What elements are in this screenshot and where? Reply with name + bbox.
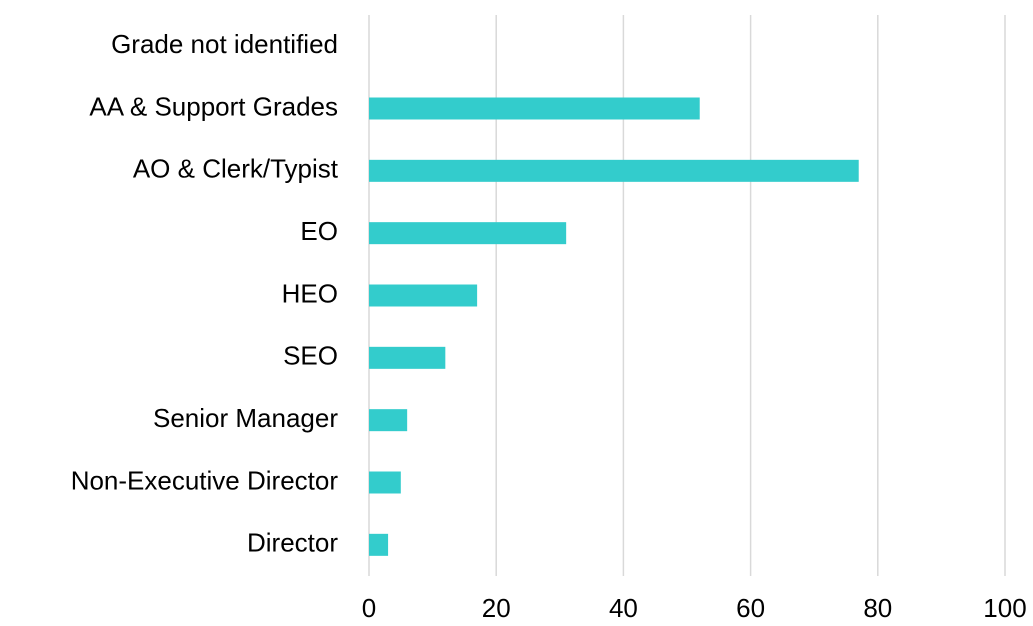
x-tick-label: 100 xyxy=(983,593,1026,623)
bar xyxy=(369,159,859,182)
x-tick-label: 80 xyxy=(863,593,892,623)
bar xyxy=(369,284,478,307)
bar xyxy=(369,97,700,120)
y-tick-label: SEO xyxy=(283,341,338,371)
bar xyxy=(369,222,567,245)
x-tick-label: 20 xyxy=(482,593,511,623)
bar xyxy=(369,533,389,556)
y-tick-label: Director xyxy=(247,528,338,558)
x-tick-label: 40 xyxy=(609,593,638,623)
x-tick-label: 60 xyxy=(736,593,765,623)
y-tick-label: Senior Manager xyxy=(153,403,338,433)
x-tick-label: 0 xyxy=(362,593,376,623)
y-tick-label: EO xyxy=(300,216,338,246)
y-tick-label: HEO xyxy=(282,278,338,308)
y-tick-label: AO & Clerk/Typist xyxy=(133,154,339,184)
bar xyxy=(369,471,401,494)
bar xyxy=(369,346,446,369)
y-tick-label: AA & Support Grades xyxy=(89,91,338,121)
y-tick-label: Non-Executive Director xyxy=(71,465,339,495)
bar xyxy=(369,409,408,432)
y-tick-label: Grade not identified xyxy=(111,29,338,59)
